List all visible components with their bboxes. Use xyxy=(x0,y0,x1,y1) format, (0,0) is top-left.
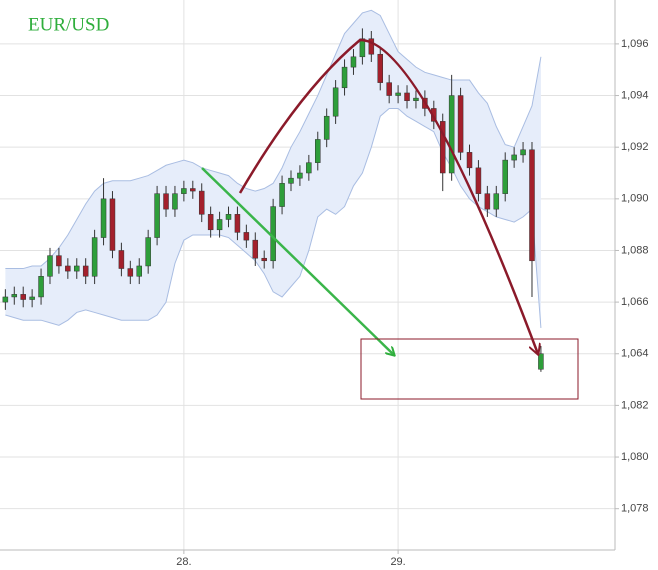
candle-body xyxy=(306,162,312,174)
candle-body xyxy=(163,193,169,210)
candle-body xyxy=(315,139,321,163)
candle-body xyxy=(538,353,544,370)
candle-body xyxy=(484,193,491,210)
candle-body xyxy=(181,188,187,194)
candle-body xyxy=(109,198,116,251)
candle-body xyxy=(350,56,357,68)
candle-body xyxy=(56,255,62,267)
target-box xyxy=(360,338,579,400)
candle-body xyxy=(297,172,303,179)
candle-body xyxy=(502,159,508,194)
candle-body xyxy=(20,294,26,300)
candle-body xyxy=(359,38,366,58)
candle-body xyxy=(11,294,18,298)
candle-body xyxy=(2,296,9,303)
candle-body xyxy=(118,250,125,269)
candle-body xyxy=(386,82,392,96)
x-tick-label: 29. xyxy=(390,556,405,568)
candle-body xyxy=(529,149,535,262)
candle-body xyxy=(270,206,276,262)
y-tick-label: 1,094 xyxy=(621,89,649,101)
y-tick-label: 1,080 xyxy=(621,451,649,463)
candle-body xyxy=(154,193,160,238)
candle-body xyxy=(198,190,205,215)
y-tick-label: 1,078 xyxy=(621,503,649,515)
y-tick-label: 1,082 xyxy=(621,399,649,411)
axes: 1,096 1,094 1,092 1,090 1,088 1,066 1,064 1,082… xyxy=(176,38,648,568)
annotations xyxy=(201,38,579,400)
candle-body xyxy=(368,38,375,55)
candle-body xyxy=(252,239,259,259)
candle-body xyxy=(520,149,526,156)
candle-body xyxy=(288,177,294,184)
candle-body xyxy=(413,97,419,101)
y-tick-label: 1,088 xyxy=(621,244,649,256)
candle-body xyxy=(332,87,339,117)
candle-body xyxy=(279,183,285,207)
candle-body xyxy=(136,265,142,277)
y-tick-label: 1,090 xyxy=(621,193,649,205)
candle-body xyxy=(38,276,44,298)
candle-body xyxy=(404,92,410,101)
y-tick-label: 1,064 xyxy=(621,348,649,360)
candle-body xyxy=(323,115,330,140)
candles xyxy=(2,28,544,372)
candle-body xyxy=(225,214,232,220)
candle-body xyxy=(172,193,178,210)
candle-body xyxy=(243,232,250,241)
candle-body xyxy=(145,237,151,267)
x-tick-label: 28. xyxy=(176,556,191,568)
y-tick-label: 1,092 xyxy=(621,141,649,153)
candle-body xyxy=(29,296,35,300)
candle-body xyxy=(261,257,267,262)
candle-body xyxy=(91,237,98,277)
candle-body xyxy=(377,53,383,83)
candle-body xyxy=(47,255,53,277)
candle-body xyxy=(190,188,196,192)
candle-body xyxy=(74,265,80,272)
trend-arrow xyxy=(201,167,394,355)
candle-body xyxy=(457,95,464,153)
y-tick-label: 1,066 xyxy=(621,296,649,308)
candle-body xyxy=(127,268,134,277)
candle-body xyxy=(341,66,348,89)
candle-body xyxy=(234,214,241,233)
chart-title: EUR/USD xyxy=(28,14,109,35)
curve-arrow xyxy=(238,38,538,354)
candle-body xyxy=(65,265,71,272)
candle-body xyxy=(511,154,517,161)
candle-body xyxy=(475,167,482,194)
y-tick-label: 1,096 xyxy=(621,38,649,50)
candle-body xyxy=(207,214,214,231)
candle-body xyxy=(448,95,455,174)
candle-body xyxy=(100,198,107,238)
candle-body xyxy=(466,152,473,169)
candle-body xyxy=(82,265,89,277)
candle-body xyxy=(439,121,446,174)
candle-body xyxy=(216,219,223,231)
candle-body xyxy=(395,92,401,96)
candle-body xyxy=(493,193,500,210)
